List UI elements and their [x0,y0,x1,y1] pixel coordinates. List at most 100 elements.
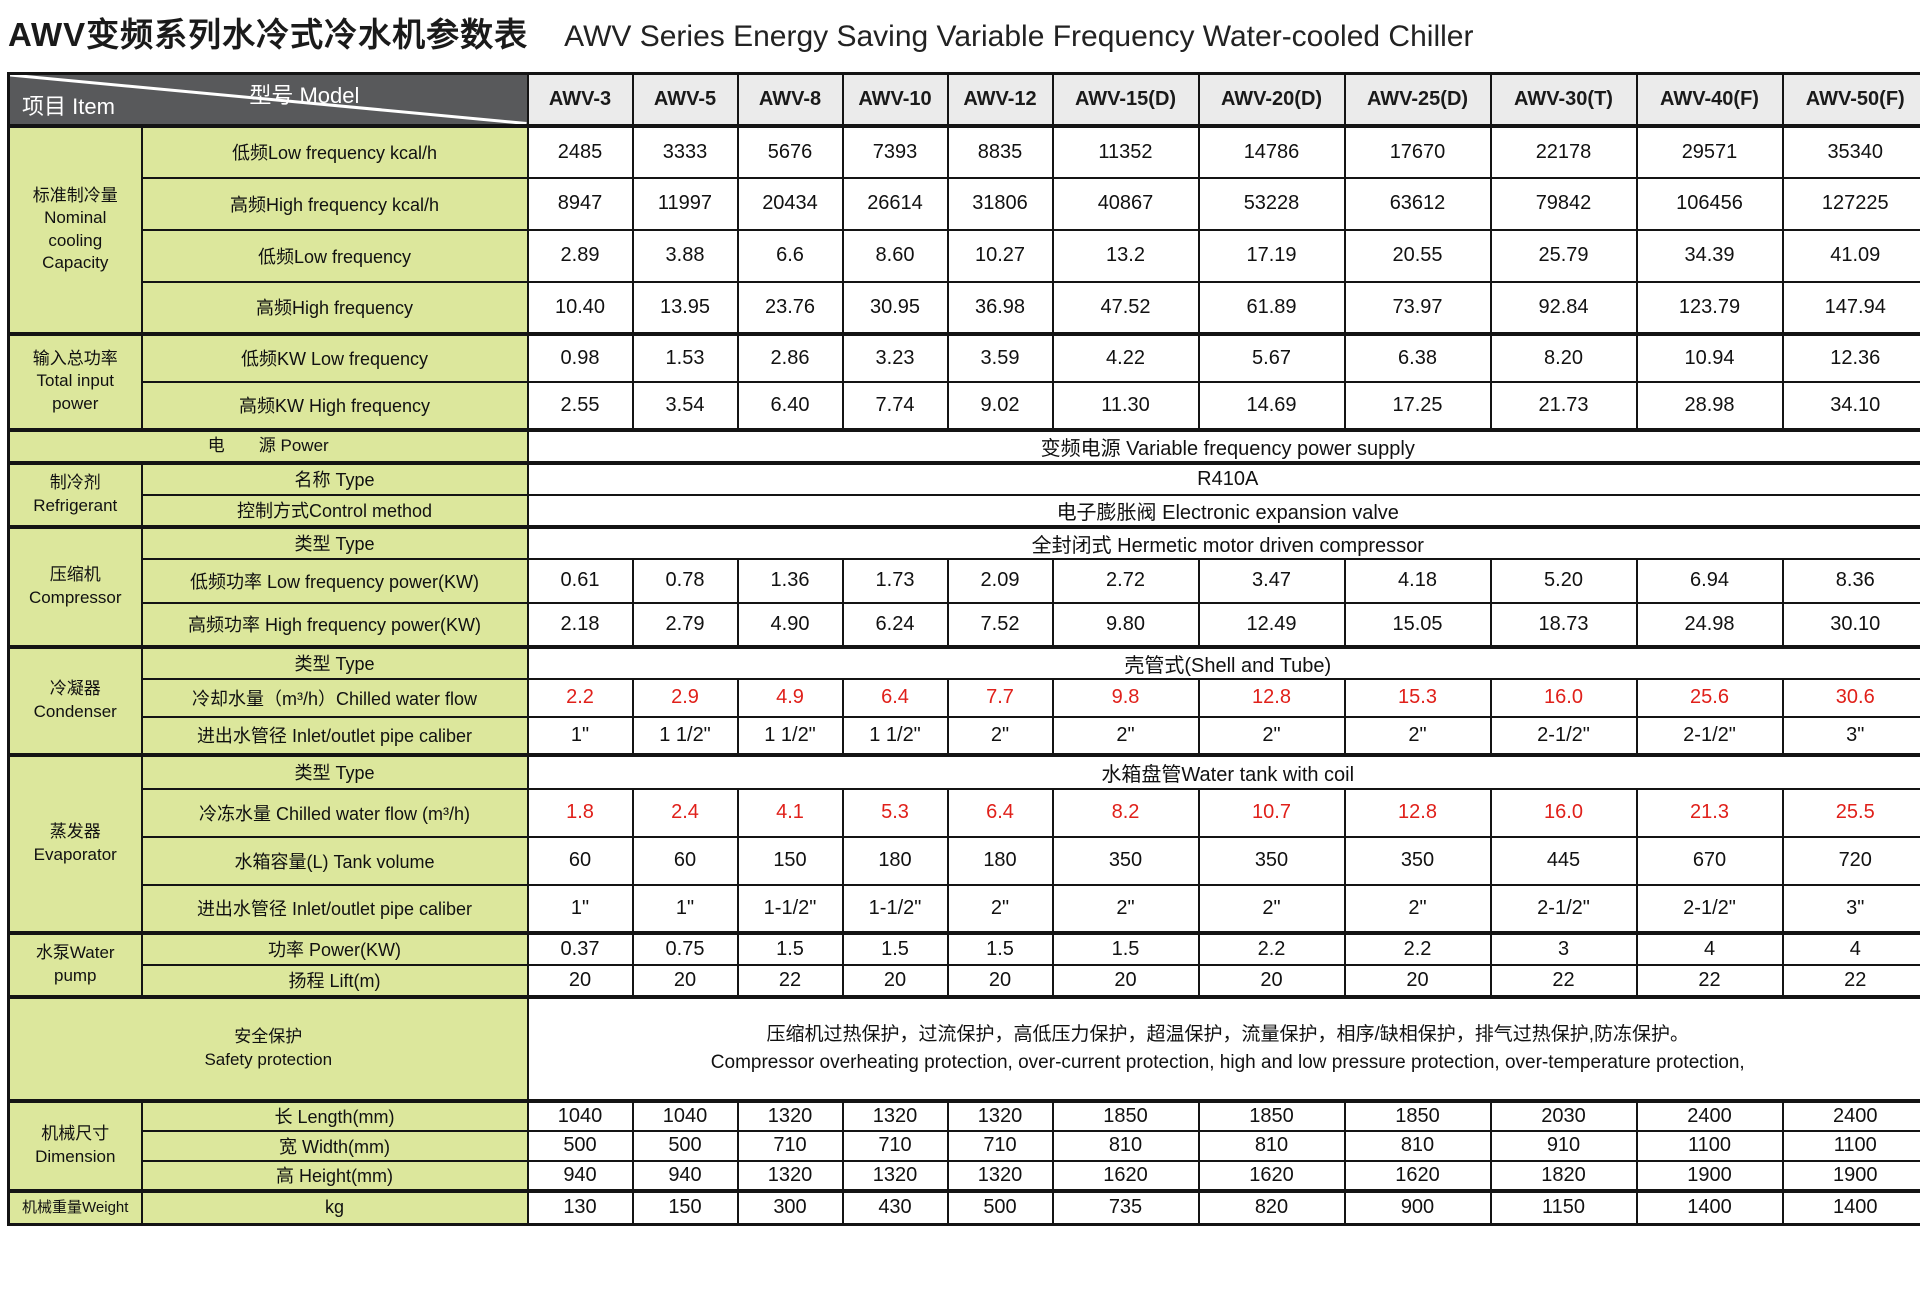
value-cell: 13.2 [1051,228,1200,283]
value-cell: 9.80 [1051,601,1200,648]
value-cell: 5.20 [1489,557,1638,604]
value-cell: 1040 [526,1098,634,1132]
model-column-header: AWV-12 [946,72,1054,127]
value-cell: 430 [841,1188,949,1226]
value-cell: 2.86 [736,331,844,383]
row-label: 高频KW High frequency [140,380,529,431]
value-cell: 17670 [1343,123,1492,179]
value-cell: 11.30 [1051,380,1200,431]
value-cell: 150 [631,1188,739,1226]
value-cell: 6.94 [1635,557,1784,604]
value-cell: 2" [1197,715,1346,756]
value-cell: 350 [1051,835,1200,886]
value-cell: 9.8 [1051,677,1200,718]
value-cell: 61.89 [1197,280,1346,335]
value-cell: 3.54 [631,380,739,431]
value-cell: 20 [946,963,1054,998]
value-cell: 940 [526,1159,634,1192]
value-cell: 147.94 [1781,280,1920,335]
value-cell: 0.61 [526,557,634,604]
value-cell: 445 [1489,835,1638,886]
safety-protection-chinese: 压缩机过热保护，过流保护，高低压力保护，超温保护，流量保护，相序/缺相保护，排气… [766,1023,1690,1045]
value-cell: 7.74 [841,380,949,431]
value-cell: 2400 [1635,1098,1784,1132]
value-cell: 1-1/2" [736,883,844,934]
value-cell: 17.25 [1343,380,1492,431]
value-cell: 1.36 [736,557,844,604]
value-cell: 12.36 [1781,331,1920,383]
value-cell: 720 [1781,835,1920,886]
value-cell: 1850 [1051,1098,1200,1132]
value-cell: 30.95 [841,280,949,335]
value-cell: 20 [526,963,634,998]
value-cell: 30.6 [1781,677,1920,718]
value-cell: 1320 [946,1159,1054,1192]
row-capacity-lf-kcal: 标准制冷量 Nominal cooling Capacity 低频Low fre… [7,123,1920,335]
value-cell: 5.67 [1197,331,1346,383]
value-cell: 1040 [631,1098,739,1132]
value-cell: 3" [1781,883,1920,934]
model-column-header: AWV-20(D) [1197,72,1346,127]
value-cell: 1100 [1781,1129,1920,1162]
row-label: 低频Low frequency [140,228,529,283]
value-cell: 1850 [1197,1098,1346,1132]
model-column-header: AWV-30(T) [1489,72,1638,127]
value-cell: 1320 [736,1098,844,1132]
group-label-dimension: 机械尺寸 Dimension [7,1098,143,1192]
value-cell: 2.2 [526,677,634,718]
value-cell: 2.4 [631,787,739,838]
page-title-english: AWV Series Energy Saving Variable Freque… [564,20,1474,53]
value-cell: 2.79 [631,601,739,648]
value-cell: 1320 [946,1098,1054,1132]
value-cell: 15.05 [1343,601,1492,648]
value-cell: 17.19 [1197,228,1346,283]
value-cell: 0.37 [526,930,634,966]
value-cell: 670 [1635,835,1784,886]
value-cell: 810 [1051,1129,1200,1162]
row-label: 冷却水量（m³/h）Chilled water flow [140,677,529,718]
value-cell: 22 [1781,963,1920,998]
row-label: 进出水管径 Inlet/outlet pipe caliber [140,883,529,934]
row-capacity-hf-kcal: 高频High frequency kcal/h 8947 11997 20434 26… [9,176,1920,231]
value-cell: 6.40 [736,380,844,431]
value-cell: 3.88 [631,228,739,283]
value-cell: 92.84 [1489,280,1638,335]
value-cell: 7393 [841,123,949,179]
value-cell: 7.7 [946,677,1054,718]
value-cell: 4.1 [736,787,844,838]
value-cell: 31806 [946,176,1054,231]
value-cell: 20 [1343,963,1492,998]
value-cell: 1" [631,883,739,934]
value-cell: 5676 [736,123,844,179]
row-label: 高 Height(mm) [140,1159,529,1192]
row-label: 低频Low frequency kcal/h [140,123,529,179]
row-evaporator-type: 蒸发器 Evaporator 类型 Type 水箱盘管Water tank wi… [7,752,1920,934]
value-cell: 1.73 [841,557,949,604]
corner-header-cell: 型号 Model 项目 Item [7,72,529,127]
value-cell: 2.55 [526,380,634,431]
row-label: 长 Length(mm) [140,1098,529,1132]
row-label: 高频High frequency kcal/h [140,176,529,231]
value-cell: 20 [631,963,739,998]
row-refrigerant-type: 制冷剂 Refrigerant 名称 Type R410A [7,460,1920,528]
model-column-header: AWV-40(F) [1635,72,1784,127]
diagonal-divider-icon [10,75,527,124]
value-cell: 3 [1489,930,1638,966]
value-cell: 10.94 [1635,331,1784,383]
value-cell: 1.5 [1051,930,1200,966]
value-cell: 2" [946,883,1054,934]
value-cell: 2.9 [631,677,739,718]
model-axis-label: 型号 Model [249,83,360,108]
row-label: 进出水管径 Inlet/outlet pipe caliber [140,715,529,756]
value-cell: 500 [631,1129,739,1162]
value-cell: 25.79 [1489,228,1638,283]
row-pump-power: 水泵Water pump 功率 Power(KW) 0.37 0.75 1.5 1.5… [7,930,1920,998]
value-cell: 3" [1781,715,1920,756]
row-label-power: 电 源 Power [7,427,529,464]
value-cell: 710 [946,1129,1054,1162]
row-dimension-width: 宽 Width(mm) 500 500 710 710 710 810 810 810 910 1… [9,1129,1920,1162]
value-cell: 350 [1343,835,1492,886]
value-cell: 22178 [1489,123,1638,179]
value-cell: 16.0 [1489,677,1638,718]
value-cell: 6.4 [841,677,949,718]
